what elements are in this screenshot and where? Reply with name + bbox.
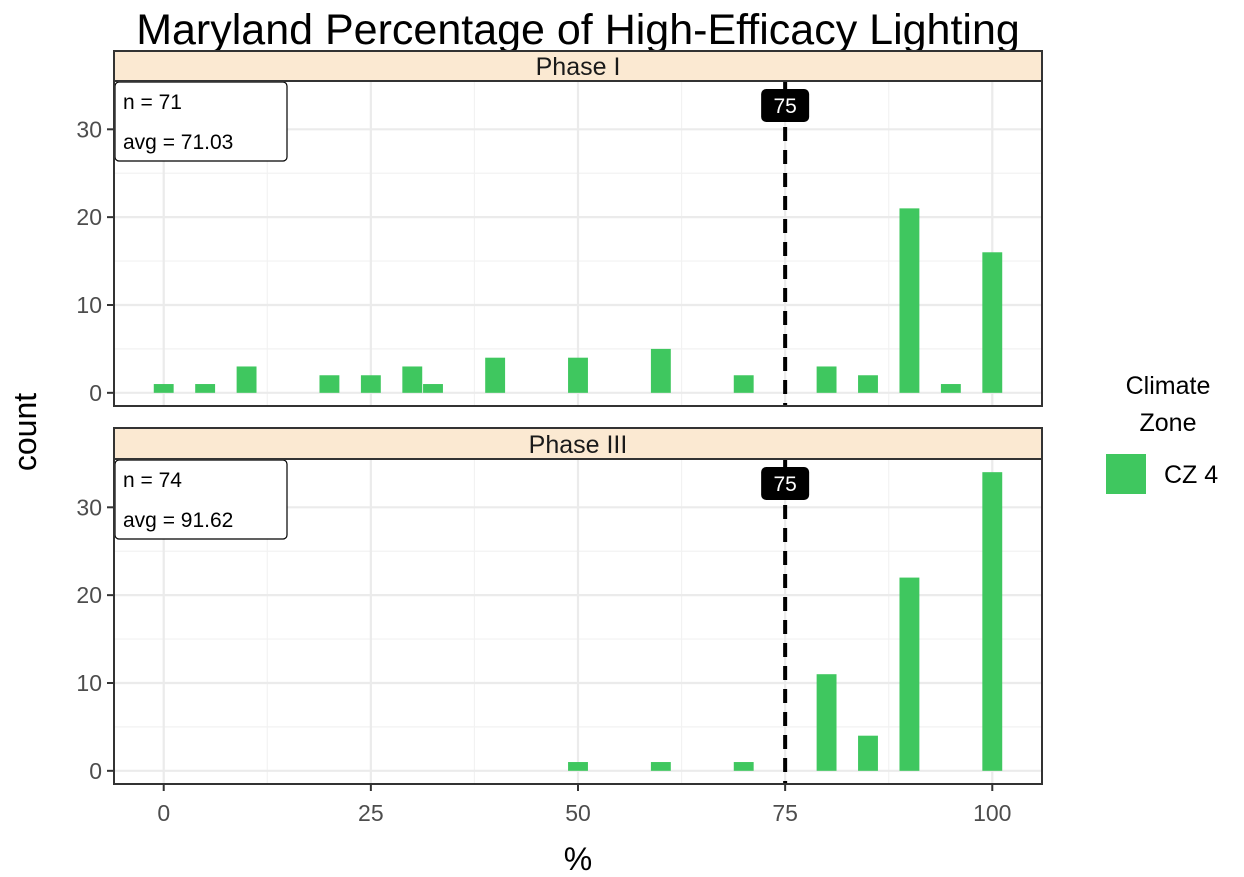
annotation-avg: avg = 71.03 bbox=[123, 131, 233, 154]
histogram-bar bbox=[485, 357, 506, 393]
x-tick-label: 100 bbox=[973, 800, 1011, 826]
histogram-bar bbox=[236, 366, 257, 393]
histogram-bar bbox=[402, 366, 423, 393]
x-tick-label: 0 bbox=[157, 800, 170, 826]
y-tick-label: 0 bbox=[89, 380, 102, 406]
histogram-bar bbox=[858, 735, 878, 771]
y-tick-label: 30 bbox=[76, 494, 102, 520]
panel-2: Phase III 75 n = 74 avg = 91.62 0 10 20 30 bbox=[76, 427, 1043, 785]
x-tick-label: 25 bbox=[358, 800, 384, 826]
reference-label-box bbox=[761, 467, 810, 500]
y-tick-label: 0 bbox=[89, 758, 102, 784]
annotation-n: n = 71 bbox=[123, 91, 182, 114]
histogram-bar bbox=[982, 252, 1003, 393]
legend-title-line-2: Zone bbox=[1140, 409, 1197, 437]
histogram-bar bbox=[899, 208, 920, 393]
histogram-bar bbox=[360, 375, 381, 393]
histogram-bar bbox=[568, 762, 588, 771]
reference-label: 75 bbox=[773, 473, 796, 496]
y-tick-label: 10 bbox=[76, 670, 102, 696]
y-tick-label: 20 bbox=[76, 582, 102, 608]
reference-label: 75 bbox=[773, 95, 796, 118]
x-tick-label: 50 bbox=[565, 800, 591, 826]
annotation-avg: avg = 91.62 bbox=[123, 509, 233, 532]
histogram-bar bbox=[899, 577, 920, 771]
annotation-n: n = 74 bbox=[123, 469, 182, 492]
y-tick-label: 10 bbox=[76, 292, 102, 318]
histogram-bar bbox=[858, 375, 878, 393]
histogram-bar bbox=[423, 384, 443, 393]
histogram-bar bbox=[733, 375, 754, 393]
chart-title: Maryland Percentage of High-Efficacy Lig… bbox=[136, 6, 1020, 54]
histogram-bar bbox=[153, 384, 174, 393]
x-tick-label: 75 bbox=[772, 800, 798, 826]
panel-border bbox=[113, 80, 1043, 407]
y-tick-label: 20 bbox=[76, 204, 102, 230]
legend-label-cz4: CZ 4 bbox=[1164, 461, 1218, 489]
histogram-bar bbox=[940, 384, 961, 393]
histogram-bar bbox=[982, 472, 1003, 771]
legend: Climate Zone CZ 4 bbox=[1106, 372, 1218, 494]
histogram-bar bbox=[816, 674, 837, 771]
legend-swatch-cz4 bbox=[1106, 454, 1146, 494]
histogram-bar bbox=[568, 357, 588, 393]
panel-1: Phase I 75 n = 71 avg = 71.03 0 10 20 30 bbox=[76, 50, 1043, 407]
histogram-bar bbox=[650, 348, 671, 393]
x-axis-title: % bbox=[564, 841, 592, 877]
histogram-bar bbox=[816, 366, 837, 393]
facet-strip-label: Phase III bbox=[529, 431, 628, 459]
legend-title-line-1: Climate bbox=[1126, 372, 1211, 400]
y-tick-label: 30 bbox=[76, 116, 102, 142]
facet-strip bbox=[113, 427, 1043, 460]
facet-strip-label: Phase I bbox=[536, 53, 621, 81]
histogram-bar bbox=[319, 375, 340, 393]
histogram-bar bbox=[195, 384, 216, 393]
x-axis: 0 25 50 75 100 bbox=[157, 784, 1011, 826]
y-axis-title: count bbox=[7, 393, 43, 471]
histogram-bar bbox=[733, 762, 754, 771]
facet-strip bbox=[113, 50, 1043, 82]
histogram-bar bbox=[650, 762, 671, 771]
reference-label-box bbox=[761, 89, 810, 122]
